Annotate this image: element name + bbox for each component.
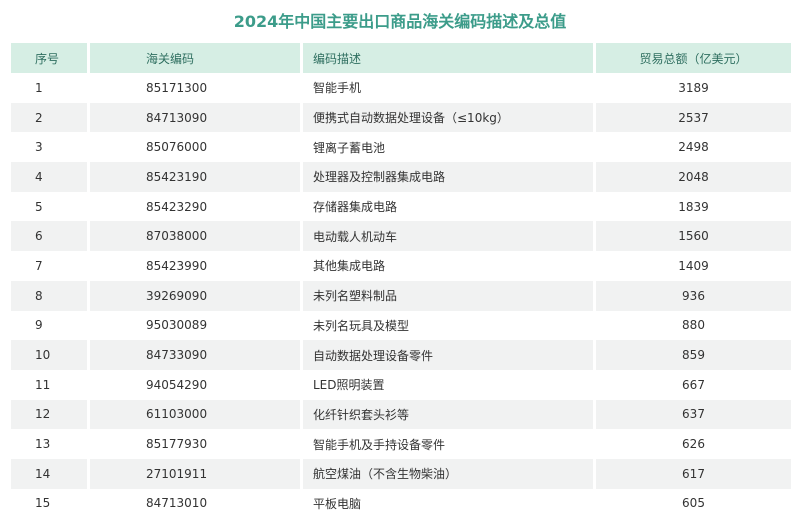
table-cell: 航空煤油（不含生物柴油） <box>303 458 593 489</box>
table-row: 11 94054290 LED照明装置 667 <box>11 370 791 400</box>
table-row: 6 87038000 电动载人机动车 1560 <box>11 221 791 252</box>
table-cell: 39269090 <box>90 280 300 311</box>
table-cell: 637 <box>596 399 791 430</box>
table-cell: 1839 <box>678 199 709 214</box>
table-cell: 化纤针织套头衫等 <box>303 399 593 430</box>
table-row: 14 27101911 航空煤油（不含生物柴油） 617 <box>11 458 791 489</box>
table-cell: 平板电脑 <box>313 496 362 511</box>
table-row: 7 85423990 其他集成电路 1409 <box>11 251 791 281</box>
table-row: 9 95030089 未列名玩具及模型 880 <box>11 311 791 341</box>
data-table: 序号 海关编码 编码描述 贸易总额（亿美元） 1 85171300 智能手机 3189 2 84… <box>8 43 794 518</box>
table-cell: 其他集成电路 <box>313 259 386 274</box>
table-cell: 85177930 <box>146 437 208 452</box>
table-row: 8 39269090 未列名塑料制品 936 <box>11 280 791 311</box>
table-row: 2 84713090 便携式自动数据处理设备（≤10kg） 2537 <box>11 102 791 133</box>
header-row: 序号 海关编码 编码描述 贸易总额（亿美元） <box>11 43 791 73</box>
table-cell: 12 <box>11 399 87 430</box>
table-row: 3 85076000 锂离子蓄电池 2498 <box>11 132 791 162</box>
table-cell: 85423990 <box>146 258 208 273</box>
table-cell: 61103000 <box>90 399 300 430</box>
table-row: 10 84733090 自动数据处理设备零件 859 <box>11 340 791 370</box>
table-cell: 7 <box>35 258 43 273</box>
table-cell: 8 <box>11 280 87 311</box>
table-cell: 智能手机 <box>313 81 362 96</box>
table-row: 13 85177930 智能手机及手持设备零件 626 <box>11 429 791 459</box>
table-cell: 94054290 <box>146 377 208 392</box>
table-cell: 14 <box>11 458 87 489</box>
table-cell: 1560 <box>596 221 791 252</box>
table-cell: 3189 <box>678 80 709 95</box>
table-cell: 2537 <box>596 102 791 133</box>
table-cell: 84733090 <box>90 340 300 370</box>
table-cell: 2498 <box>678 140 709 155</box>
column-header: 海关编码 <box>90 43 300 73</box>
table-cell: 电动载人机动车 <box>303 221 593 252</box>
table-cell: 605 <box>682 496 705 511</box>
table-cell: 1409 <box>678 258 709 273</box>
table-cell: 5 <box>35 199 43 214</box>
table-cell: 87038000 <box>90 221 300 252</box>
table-cell: 626 <box>682 437 705 452</box>
table-cell: 未列名玩具及模型 <box>313 318 410 333</box>
table-cell: 85076000 <box>146 140 208 155</box>
table-cell: 617 <box>596 458 791 489</box>
table-cell: 锂离子蓄电池 <box>313 140 386 155</box>
table-cell: 未列名塑料制品 <box>303 280 593 311</box>
table-cell: 2 <box>11 102 87 133</box>
table-cell: 27101911 <box>90 458 300 489</box>
table-row: 4 85423190 处理器及控制器集成电路 2048 <box>11 162 791 192</box>
table-cell: 2048 <box>596 162 791 192</box>
column-header: 贸易总额（亿美元） <box>596 43 791 73</box>
table-cell: 9 <box>35 318 43 333</box>
table-cell: 85171300 <box>146 80 208 95</box>
table-row: 12 61103000 化纤针织套头衫等 637 <box>11 399 791 430</box>
table-cell: 自动数据处理设备零件 <box>303 340 593 370</box>
table-cell: 便携式自动数据处理设备（≤10kg） <box>303 102 593 133</box>
table-cell: 15 <box>35 496 51 511</box>
table-cell: 84713090 <box>90 102 300 133</box>
table-cell: 667 <box>682 377 705 392</box>
table-row: 1 85171300 智能手机 3189 <box>11 73 791 103</box>
table-cell: 3 <box>35 140 43 155</box>
table-cell: 1 <box>35 80 43 95</box>
table-row: 5 85423290 存储器集成电路 1839 <box>11 192 791 222</box>
table-cell: 85423290 <box>146 199 208 214</box>
table-body: 1 85171300 智能手机 3189 2 84713090 便携式自动数据处理设备（≤1… <box>11 73 791 518</box>
table-cell: 6 <box>11 221 87 252</box>
table-cell: 10 <box>11 340 87 370</box>
table-cell: LED照明装置 <box>313 378 385 393</box>
table-cell: 95030089 <box>146 318 208 333</box>
column-header: 编码描述 <box>303 43 593 73</box>
page-title: 2024年中国主要出口商品海关编码描述及总值 <box>233 12 567 31</box>
table-cell: 85423190 <box>90 162 300 192</box>
table-header: 序号 海关编码 编码描述 贸易总额（亿美元） <box>11 43 791 73</box>
table-cell: 13 <box>35 437 51 452</box>
table-cell: 936 <box>596 280 791 311</box>
table-row: 15 84713010 平板电脑 605 <box>11 489 791 519</box>
column-header: 序号 <box>11 43 87 73</box>
table-cell: 智能手机及手持设备零件 <box>313 437 446 452</box>
table-cell: 11 <box>35 377 51 392</box>
table-cell: 859 <box>596 340 791 370</box>
table-cell: 4 <box>11 162 87 192</box>
table-cell: 880 <box>682 318 705 333</box>
table-cell: 84713010 <box>146 496 208 511</box>
table-cell: 存储器集成电路 <box>313 200 398 215</box>
table-cell: 处理器及控制器集成电路 <box>303 162 593 192</box>
